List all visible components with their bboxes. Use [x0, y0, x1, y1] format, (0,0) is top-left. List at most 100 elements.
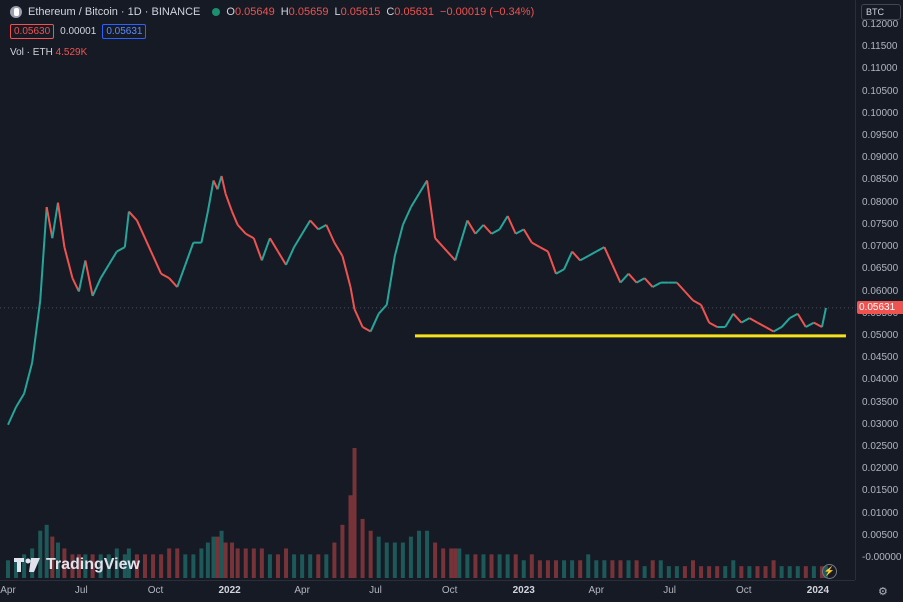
price-segment	[63, 246, 74, 279]
volume-bar	[205, 542, 210, 578]
time-tick-label: 2022	[218, 585, 241, 596]
spread-value: 0.00001	[60, 26, 97, 37]
settings-gear-icon[interactable]: ⚙	[878, 586, 888, 598]
volume-bar	[175, 548, 180, 578]
volume-bar	[537, 560, 542, 578]
price-segment	[587, 250, 597, 257]
time-tick-label: Apr	[294, 585, 310, 596]
volume-bar	[731, 560, 736, 578]
price-segment	[466, 219, 477, 235]
price-axis[interactable]: BTC 0.12000 0.11500 0.11000 0.10500 0.10000 0…	[855, 0, 903, 580]
high-label: H	[280, 6, 289, 18]
price-segment	[45, 206, 54, 239]
lightning-icon[interactable]: ⚡	[822, 564, 837, 579]
volume-bar	[691, 560, 695, 578]
volume-bar	[199, 548, 204, 578]
volume-bar	[610, 560, 615, 578]
price-segment	[708, 321, 718, 328]
price-segment	[317, 223, 327, 231]
price-segment	[780, 317, 791, 328]
volume-bar	[332, 542, 337, 578]
volume-legend[interactable]: Vol · ETH 4.529K	[10, 47, 87, 58]
volume-value: 4.529K	[55, 47, 88, 58]
volume-bar	[316, 554, 321, 578]
price-segment	[531, 241, 541, 248]
volume-bar	[70, 554, 75, 578]
chart-pane[interactable]: Ethereum / Bitcoin · 1D · BINANCE O0.056…	[0, 0, 855, 580]
price-segment	[627, 273, 638, 284]
price-segment	[676, 281, 686, 293]
volume-bar	[513, 554, 518, 578]
volume-bar	[554, 560, 558, 578]
volume-bar	[674, 566, 679, 578]
time-tick-label: Jul	[663, 585, 677, 596]
volume-bar	[682, 566, 687, 578]
price-segment	[773, 326, 783, 333]
price-segment	[454, 246, 461, 261]
quote-row: 0.05630 0.00001 0.05631	[10, 24, 147, 39]
price-segment	[756, 321, 767, 328]
price-segment	[206, 180, 215, 212]
price-tick-label: 0.06500	[862, 263, 899, 275]
volume-bar	[300, 554, 305, 578]
price-segment	[434, 237, 444, 248]
symbol-title[interactable]: Ethereum / Bitcoin · 1D · BINANCE	[28, 6, 201, 18]
volume-bar	[340, 524, 345, 578]
volume-bar	[771, 560, 776, 578]
price-segment	[252, 237, 263, 261]
price-chart-svg[interactable]	[0, 0, 855, 580]
price-segment	[285, 246, 295, 266]
volume-bar	[457, 548, 462, 578]
price-segment	[458, 220, 469, 248]
open-value: 0.05649	[234, 6, 275, 18]
price-segment	[491, 228, 501, 235]
time-tick-label: Jul	[74, 585, 88, 596]
volume-bar	[755, 566, 760, 578]
volume-bar	[143, 554, 147, 578]
price-segment	[579, 255, 589, 262]
volume-bar	[284, 548, 289, 578]
volume-bar	[441, 548, 446, 578]
open-label: O	[226, 6, 235, 18]
volume-bar	[425, 530, 430, 578]
currency-selector[interactable]: BTC	[861, 4, 901, 20]
price-segment	[765, 326, 775, 333]
volume-bar	[230, 542, 235, 578]
price-segment	[77, 260, 87, 292]
time-axis[interactable]: Apr Jul Oct 2022 Apr Jul Oct 2023 Apr Jul Oct 2024	[0, 580, 855, 602]
price-tick-label: 0.00500	[862, 529, 899, 541]
price-tick-label: 0.11000	[862, 63, 898, 75]
sell-button[interactable]: 0.05630	[10, 24, 55, 39]
price-segment	[498, 215, 509, 230]
symbol-header: Ethereum / Bitcoin · 1D · BINANCE O0.056…	[10, 6, 534, 18]
price-segment	[216, 175, 223, 190]
price-segment	[820, 307, 827, 328]
volume-bar	[795, 566, 800, 578]
price-segment	[236, 224, 247, 235]
volume-bar	[449, 548, 454, 578]
price-segment	[692, 299, 702, 306]
price-tick-label: 0.02500	[862, 440, 899, 452]
volume-bar	[114, 548, 119, 578]
price-segment	[231, 211, 239, 226]
volume-bar	[489, 554, 494, 578]
volume-bar	[267, 554, 272, 578]
close-value: 0.05631	[394, 6, 435, 18]
price-segment	[7, 406, 17, 426]
volume-bar	[376, 536, 381, 578]
price-segment	[418, 179, 428, 195]
buy-button[interactable]: 0.05631	[102, 24, 147, 39]
price-segment	[23, 362, 34, 394]
price-tick-label: 0.08000	[862, 196, 899, 208]
tradingview-watermark[interactable]: TradingView	[14, 556, 140, 574]
price-segment	[611, 264, 622, 284]
price-segment	[200, 211, 209, 243]
volume-bar	[811, 566, 816, 578]
volume-bar	[666, 566, 671, 578]
volume-bar	[562, 560, 567, 578]
volume-bar	[723, 566, 728, 578]
volume-bar	[453, 548, 458, 578]
price-segment	[643, 277, 654, 288]
volume-bar	[50, 536, 55, 578]
price-segment	[595, 246, 605, 253]
